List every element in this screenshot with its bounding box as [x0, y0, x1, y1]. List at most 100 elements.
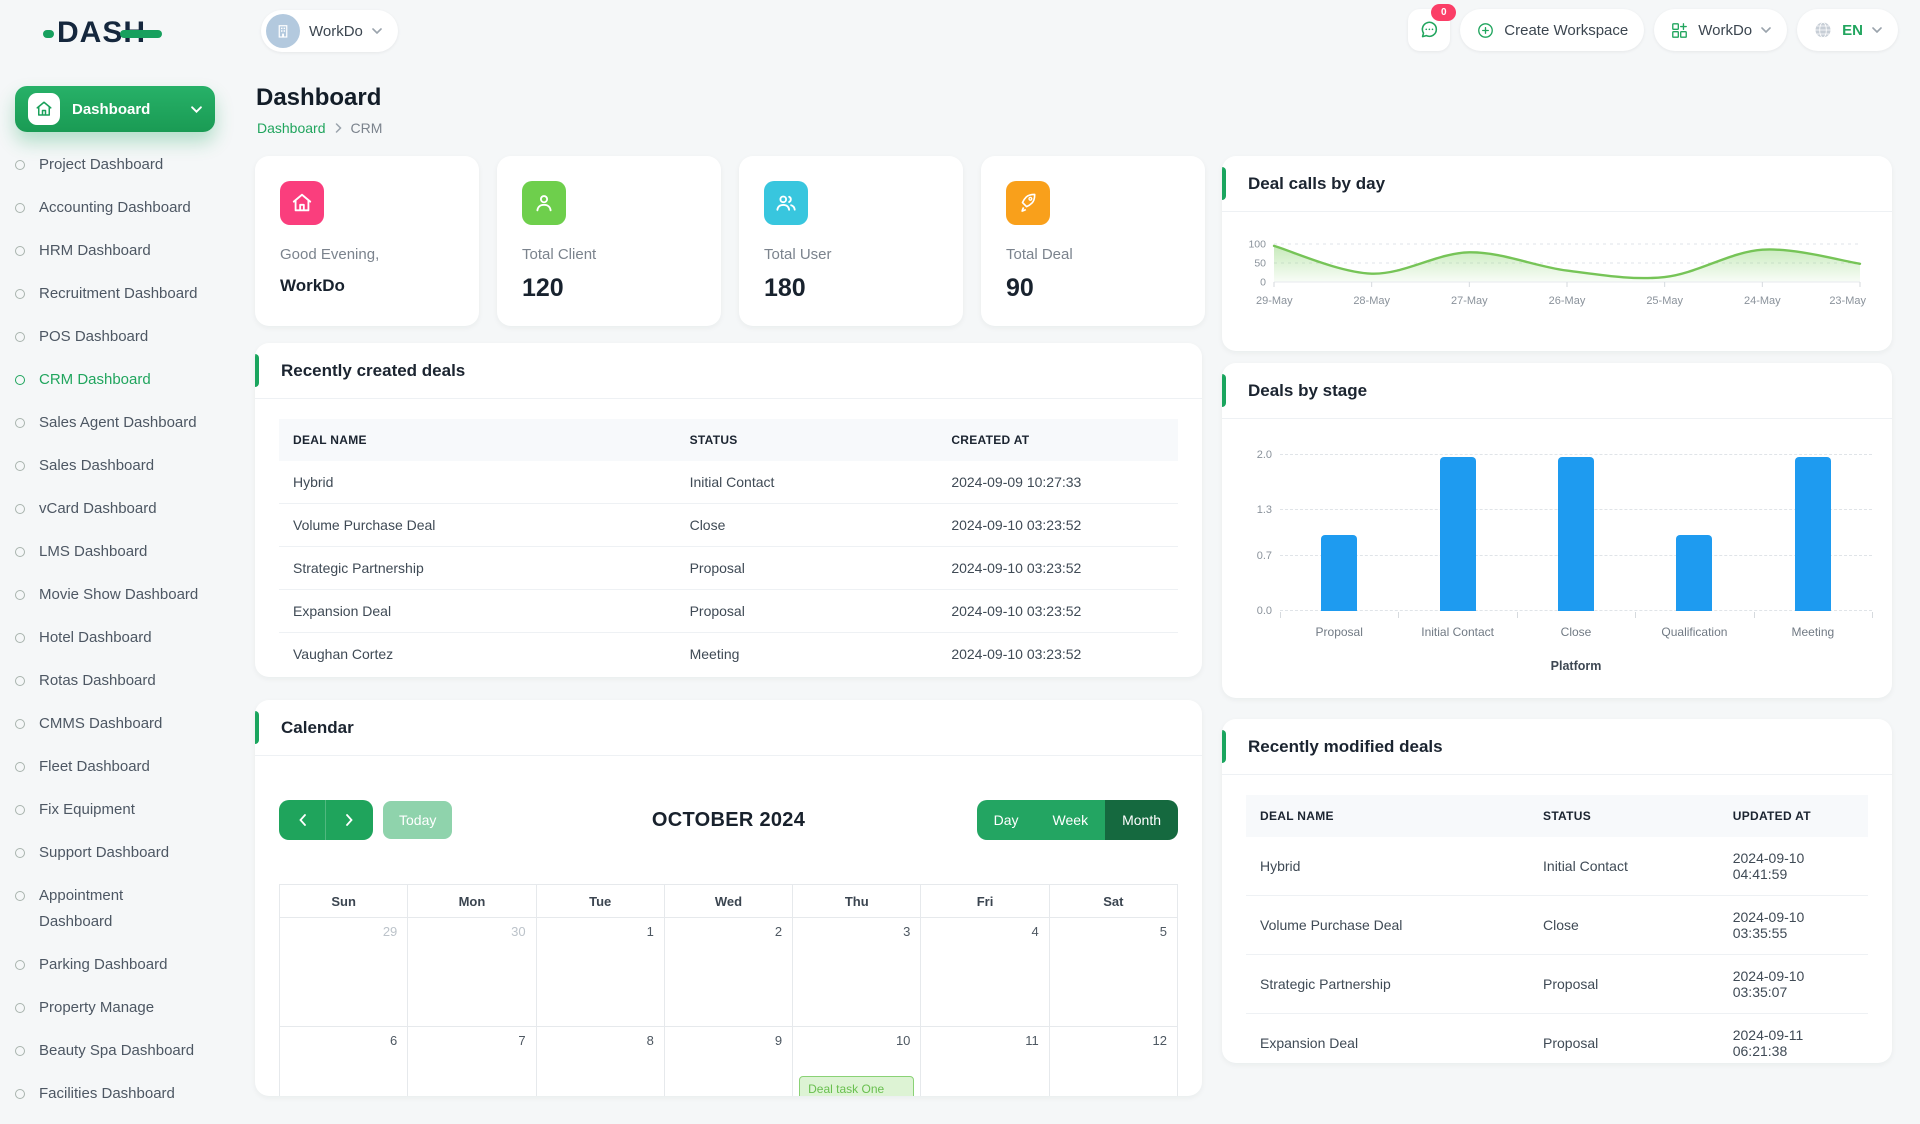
- calendar-card: Calendar Today OCTOBER 2024 Day Week Mon…: [255, 700, 1202, 1096]
- sidebar-item-lms-dashboard[interactable]: LMS Dashboard: [15, 539, 229, 565]
- workspace-selector[interactable]: WorkDo: [261, 10, 398, 52]
- sidebar-item-project-dashboard[interactable]: Project Dashboard: [15, 152, 229, 178]
- workspace-menu-label: WorkDo: [1698, 21, 1753, 39]
- calendar-day-cell[interactable]: 12: [1048, 1026, 1179, 1096]
- chat-bubble-icon: [1421, 21, 1438, 38]
- x-axis-tick: [1872, 612, 1873, 618]
- user-icon: [522, 181, 566, 225]
- language-selector[interactable]: EN: [1797, 9, 1898, 51]
- calendar-view-switcher: Day Week Month: [976, 800, 1178, 840]
- y-axis-tick: 0.7: [1256, 550, 1272, 563]
- calendar-date-number: 7: [518, 1033, 526, 1048]
- sidebar-item-fix-equipment[interactable]: Fix Equipment: [15, 797, 229, 823]
- column-header: STATUS: [1529, 795, 1719, 837]
- sidebar-dashboard-label: Dashboard: [72, 100, 151, 118]
- circle-icon: [15, 676, 25, 686]
- sidebar-item-accounting-dashboard[interactable]: Accounting Dashboard: [15, 195, 229, 221]
- sidebar-item-beauty-spa-dashboard[interactable]: Beauty Spa Dashboard: [15, 1038, 229, 1064]
- calendar-day-header-row: Sun Mon Tue Wed Thu Fri Sat: [278, 884, 1179, 918]
- calendar-day-cell[interactable]: 30: [407, 917, 537, 1027]
- messages-button[interactable]: 0: [1408, 4, 1457, 51]
- workspace-menu[interactable]: WorkDo: [1654, 9, 1788, 51]
- calendar-day-cell[interactable]: 6: [278, 1026, 409, 1096]
- sidebar-item-vcard-dashboard[interactable]: vCard Dashboard: [15, 496, 229, 522]
- table-row: Strategic Partnership Proposal 2024-09-10 …: [1246, 954, 1868, 1014]
- sidebar-item-cmms-dashboard[interactable]: CMMS Dashboard: [15, 711, 229, 737]
- workspace-name: WorkDo: [309, 22, 363, 40]
- sidebar-item-support-dashboard[interactable]: Support Dashboard: [15, 840, 229, 866]
- circle-icon: [15, 1003, 25, 1013]
- calendar-day-cell[interactable]: 29: [278, 917, 409, 1027]
- card-header: Deals by stage: [1222, 363, 1892, 419]
- table-cell: Close: [1529, 895, 1719, 955]
- chevron-down-icon: [372, 28, 382, 34]
- calendar-day-cell[interactable]: 8: [535, 1026, 665, 1096]
- sidebar-item-appointment-dashboard[interactable]: Appointment Dashboard: [15, 883, 229, 935]
- calendar-date-number: 9: [774, 1033, 783, 1048]
- total-deal-value: 90: [1006, 274, 1034, 302]
- table-cell: Vaughan Cortez: [293, 646, 394, 662]
- sidebar-item-movie-show-dashboard[interactable]: Movie Show Dashboard: [15, 582, 229, 608]
- calendar-next-button[interactable]: [326, 800, 373, 840]
- recently-modified-table: DEAL NAME STATUS UPDATED AT Hybrid Initial C…: [1246, 795, 1868, 1063]
- y-axis-tick: 1.3: [1256, 503, 1272, 516]
- recently-created-title: Recently created deals: [281, 360, 466, 380]
- calendar-day-cell[interactable]: 5: [1048, 917, 1179, 1027]
- calendar-day-cell[interactable]: 7: [407, 1026, 537, 1096]
- table-cell: 2024-09-10 03:35:07: [1718, 954, 1868, 1014]
- calendar-day-cell[interactable]: 1: [535, 917, 665, 1027]
- column-header: STATUS: [675, 419, 938, 461]
- calendar-view-day[interactable]: Day: [976, 800, 1036, 840]
- users-icon: [764, 181, 808, 225]
- circle-icon: [15, 289, 25, 299]
- total-user-card: Total User 180: [739, 156, 963, 326]
- globe-icon: [1815, 22, 1831, 38]
- total-client-card: Total Client 120: [497, 156, 721, 326]
- calendar-day-cell[interactable]: 10 Deal task One: [792, 1026, 922, 1096]
- sidebar-item-facilities-dashboard[interactable]: Facilities Dashboard: [15, 1081, 229, 1107]
- recently-created-deals-card: Recently created deals DEAL NAME STATUS CR…: [255, 343, 1202, 677]
- table-cell: Expansion Deal: [1246, 1013, 1530, 1063]
- calendar-prev-button[interactable]: [279, 800, 326, 840]
- sidebar-item-recruitment-dashboard[interactable]: Recruitment Dashboard: [15, 281, 229, 307]
- chevron-left-icon: [298, 814, 306, 826]
- deals-by-stage-card: Deals by stage 0.0 0.7 1.3 2.0 Proposal Init…: [1222, 363, 1892, 698]
- column-header: DEAL NAME: [1246, 795, 1530, 837]
- sidebar-item-crm-dashboard[interactable]: CRM Dashboard: [15, 367, 229, 393]
- calendar-day-cell[interactable]: 2: [663, 917, 794, 1027]
- sidebar-item-pos-dashboard[interactable]: POS Dashboard: [15, 324, 229, 350]
- bar: [1321, 535, 1358, 611]
- create-workspace-button[interactable]: Create Workspace: [1460, 9, 1645, 51]
- sidebar-item-hotel-dashboard[interactable]: Hotel Dashboard: [15, 625, 229, 651]
- calendar-title: Calendar: [281, 717, 354, 737]
- sidebar-item-hrm-dashboard[interactable]: HRM Dashboard: [15, 238, 229, 264]
- calendar-view-week[interactable]: Week: [1035, 800, 1106, 840]
- sidebar-item-dashboard[interactable]: Dashboard: [15, 86, 215, 132]
- sidebar-item-parking-dashboard[interactable]: Parking Dashboard: [15, 952, 229, 978]
- calendar-day-cell[interactable]: 3: [792, 917, 922, 1027]
- bar-chart-categories: Proposal Initial Contact Close Qualificatio…: [1280, 625, 1872, 639]
- sidebar-item-sales-dashboard[interactable]: Sales Dashboard: [15, 453, 229, 479]
- total-client-label: Total Client: [522, 246, 597, 263]
- calendar-day-cell[interactable]: 11: [920, 1026, 1050, 1096]
- svg-text:50: 50: [1254, 258, 1266, 270]
- calendar-date-number: 8: [646, 1033, 654, 1048]
- sidebar-item-rotas-dashboard[interactable]: Rotas Dashboard: [15, 668, 229, 694]
- table-row: Volume Purchase Deal Close 2024-09-10 03:3…: [1246, 895, 1868, 955]
- calendar-today-button[interactable]: Today: [383, 801, 453, 839]
- calendar-day-cell[interactable]: 4: [920, 917, 1050, 1027]
- sidebar-item-property-manage[interactable]: Property Manage: [15, 995, 229, 1021]
- circle-icon: [15, 719, 25, 729]
- sidebar-item-sales-agent-dashboard[interactable]: Sales Agent Dashboard: [15, 410, 229, 436]
- circle-icon: [15, 160, 25, 170]
- calendar-view-month[interactable]: Month: [1105, 800, 1178, 840]
- breadcrumb-dashboard-link[interactable]: Dashboard: [257, 120, 326, 136]
- circle-icon: [15, 375, 25, 385]
- calendar-event[interactable]: Deal task One: [799, 1076, 915, 1096]
- x-axis-tick: [1398, 612, 1400, 618]
- sidebar-item-fleet-dashboard[interactable]: Fleet Dashboard: [15, 754, 229, 780]
- messages-badge: 0: [1431, 4, 1457, 21]
- table-row: Expansion Deal Proposal 2024-09-11 06:21:3…: [1246, 1013, 1868, 1063]
- column-header: CREATED AT: [937, 419, 1178, 461]
- calendar-day-cell[interactable]: 9: [663, 1026, 794, 1096]
